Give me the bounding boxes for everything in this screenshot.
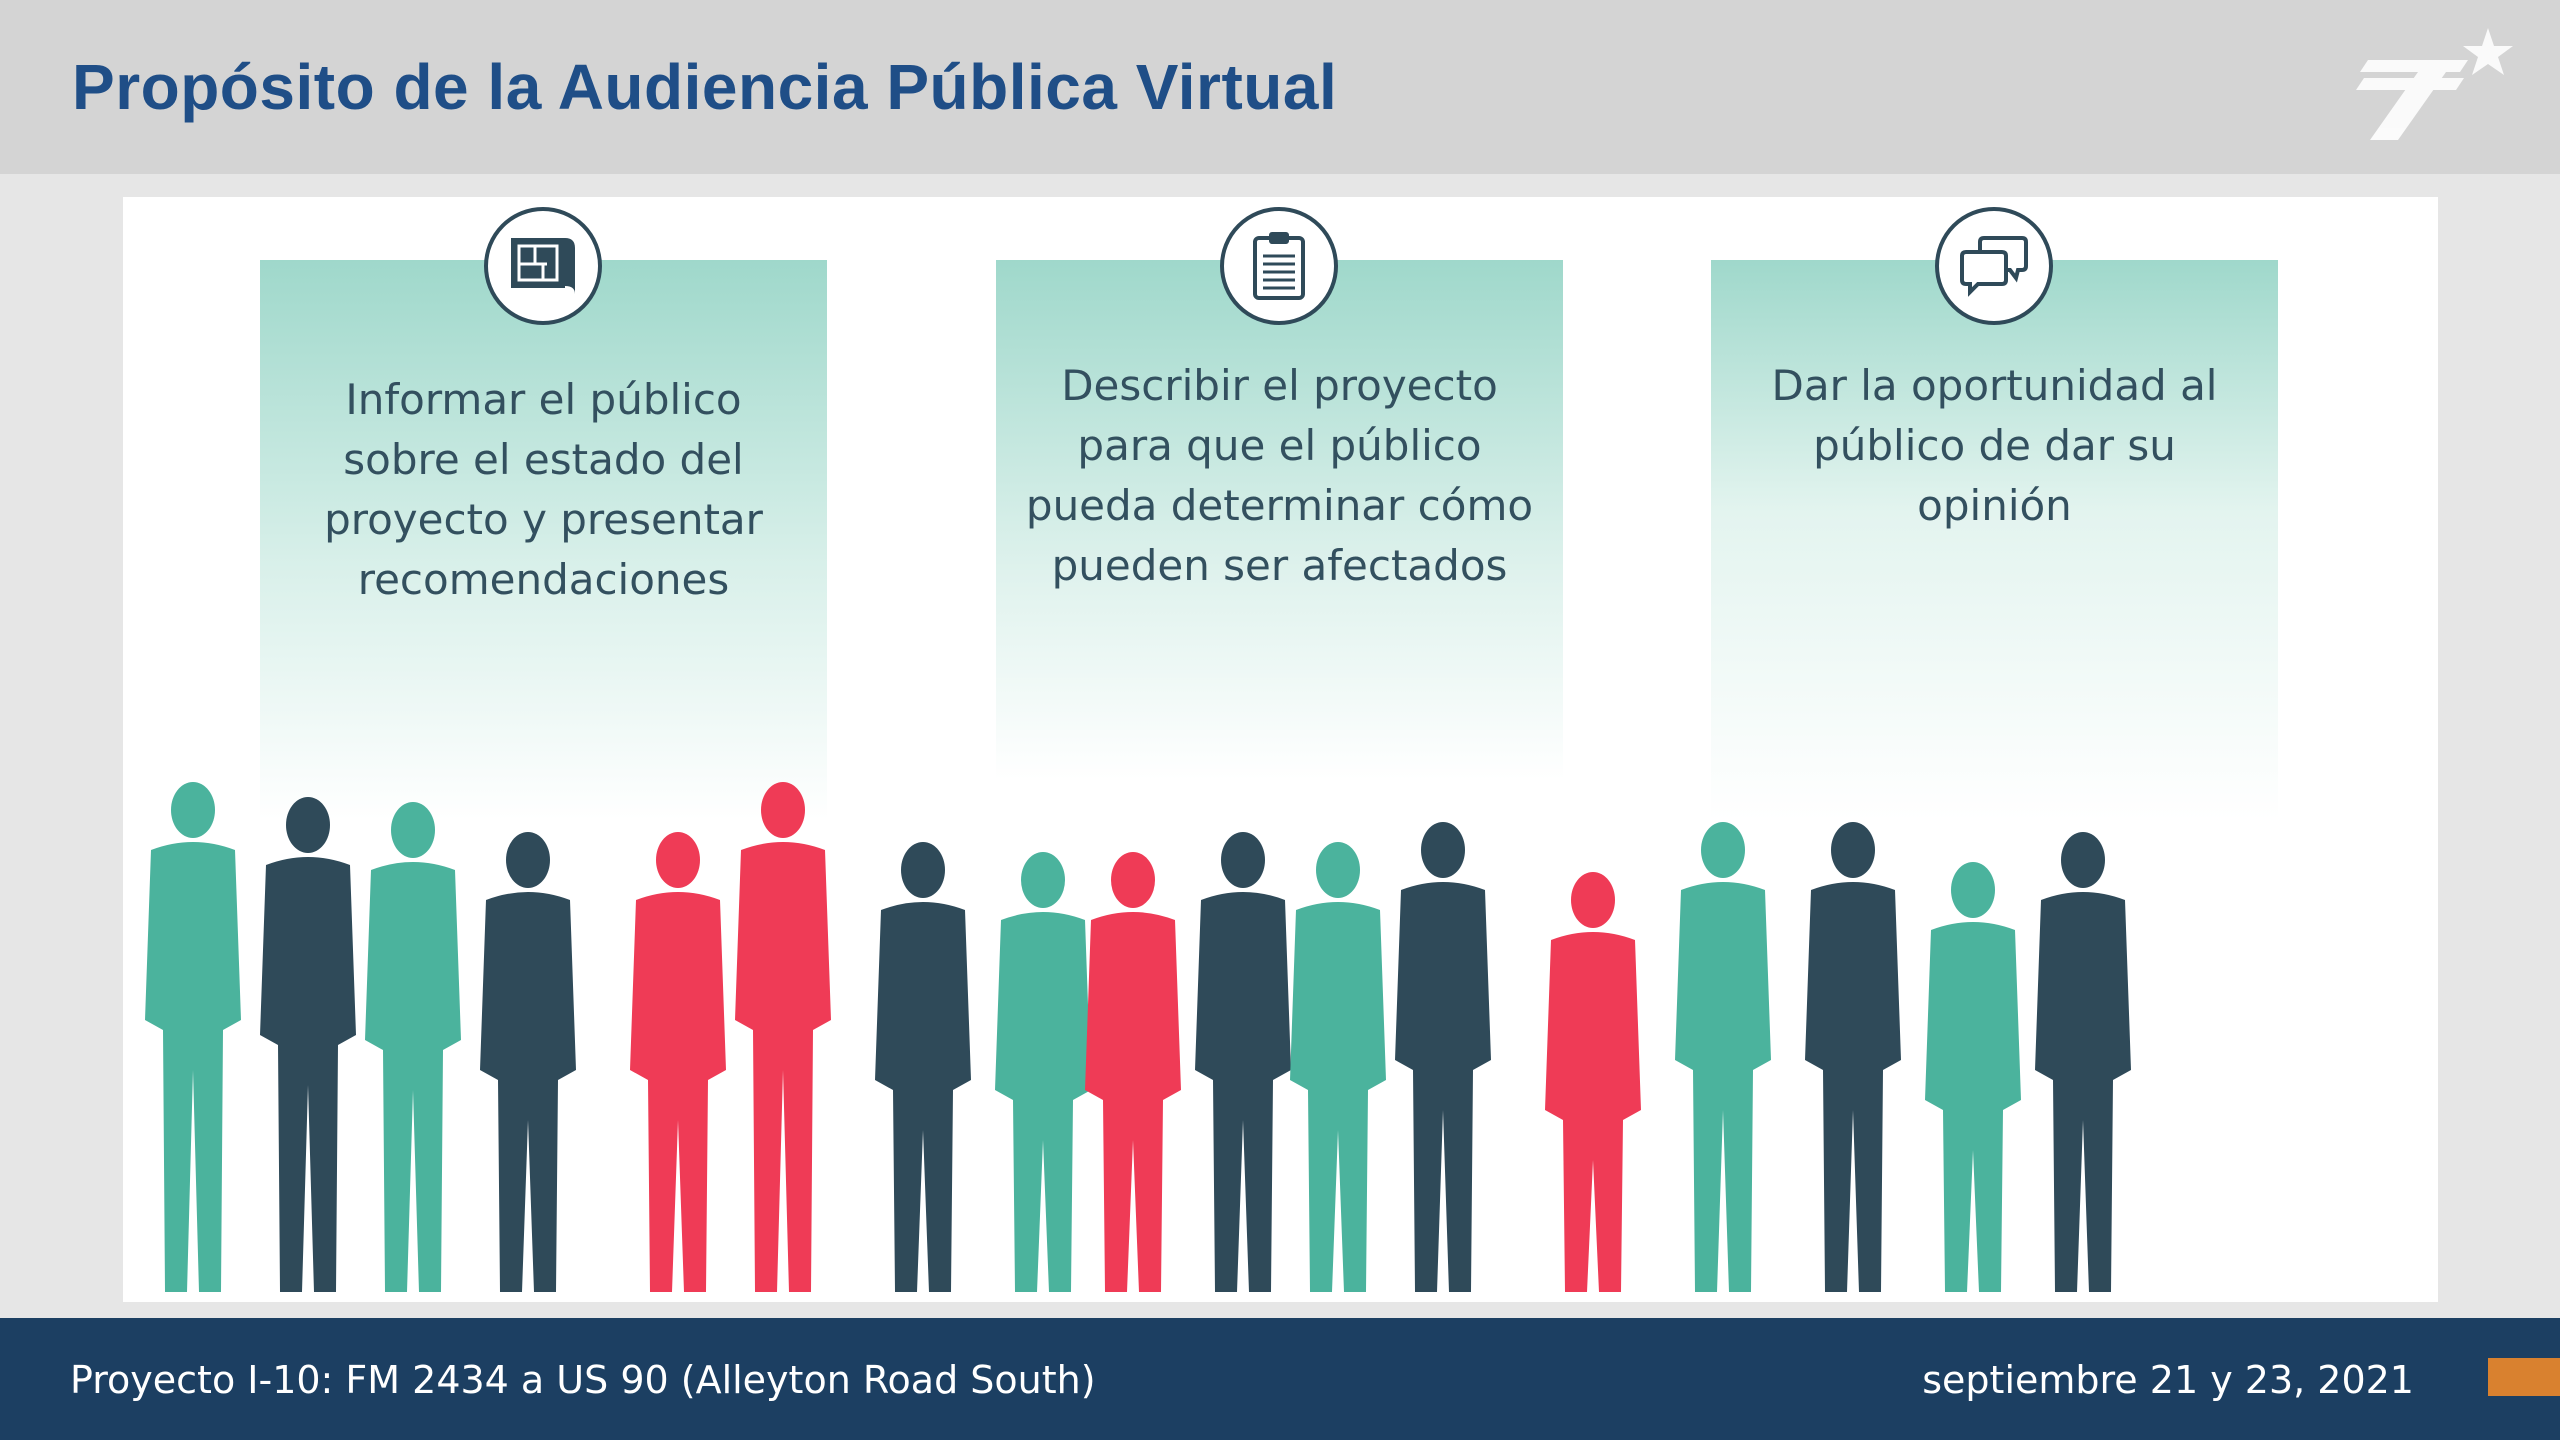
card-text: Dar la oportunidad al público de dar su … — [1711, 356, 2278, 536]
card-background — [260, 260, 827, 820]
person-silhouette — [875, 842, 971, 1292]
person-silhouette — [2035, 832, 2131, 1292]
person-silhouette — [1925, 862, 2021, 1292]
card-line: pueden ser afectados — [1051, 541, 1508, 590]
card-line: para que el público — [1077, 421, 1482, 470]
card-line: público de dar su — [1813, 421, 2176, 470]
clipboard-icon — [1253, 232, 1305, 300]
person-silhouette — [1085, 852, 1181, 1292]
crowd-silhouettes — [145, 782, 2131, 1292]
purpose-card-describe: Describir el proyecto para que el públic… — [996, 260, 1563, 780]
card-background — [1711, 260, 2278, 820]
project-name: Proyecto I-10: FM 2434 a US 90 (Alleyton… — [70, 1358, 1096, 1402]
card-line: recomendaciones — [357, 555, 730, 604]
person-silhouette — [1675, 822, 1771, 1292]
person-silhouette — [630, 832, 726, 1292]
person-silhouette — [735, 782, 831, 1292]
person-silhouette — [365, 802, 461, 1292]
card-background — [996, 260, 1563, 780]
person-silhouette — [1805, 822, 1901, 1292]
person-silhouette — [1195, 832, 1291, 1292]
card-line: opinión — [1917, 481, 2072, 530]
blueprint-icon-badge — [484, 207, 602, 325]
footer-bar: Proyecto I-10: FM 2434 a US 90 (Alleyton… — [0, 1318, 2560, 1440]
clipboard-icon-badge — [1220, 207, 1338, 325]
card-line: pueda determinar cómo — [1025, 481, 1534, 530]
header-bar: Propósito de la Audiencia Pública Virtua… — [0, 0, 2560, 174]
person-silhouette — [480, 832, 576, 1292]
card-text: Informar el público sobre el estado del … — [260, 370, 827, 610]
accent-bar — [2488, 1358, 2560, 1396]
card-text: Describir el proyecto para que el públic… — [996, 356, 1563, 596]
person-silhouette — [1395, 822, 1491, 1292]
page-title: Propósito de la Audiencia Pública Virtua… — [72, 51, 1338, 123]
content-panel: Informar el público sobre el estado del … — [123, 197, 2438, 1302]
person-silhouette — [260, 797, 356, 1292]
card-line: Informar el público — [345, 375, 742, 424]
card-line: sobre el estado del — [343, 435, 744, 484]
person-silhouette — [995, 852, 1091, 1292]
txdot-logo-icon — [2356, 28, 2513, 140]
person-silhouette — [1290, 842, 1386, 1292]
card-line: Dar la oportunidad al — [1771, 361, 2218, 410]
purpose-card-inform: Informar el público sobre el estado del … — [260, 260, 827, 820]
speech-bubbles-icon-badge — [1935, 207, 2053, 325]
purpose-card-opinion: Dar la oportunidad al público de dar su … — [1711, 260, 2278, 820]
person-silhouette — [1545, 872, 1641, 1292]
person-silhouette — [145, 782, 241, 1292]
card-line: proyecto y presentar — [324, 495, 763, 544]
meeting-dates: septiembre 21 y 23, 2021 — [1922, 1358, 2414, 1402]
speech-bubbles-icon — [1960, 236, 2028, 297]
card-line: Describir el proyecto — [1061, 361, 1498, 410]
blueprint-icon — [511, 238, 575, 294]
